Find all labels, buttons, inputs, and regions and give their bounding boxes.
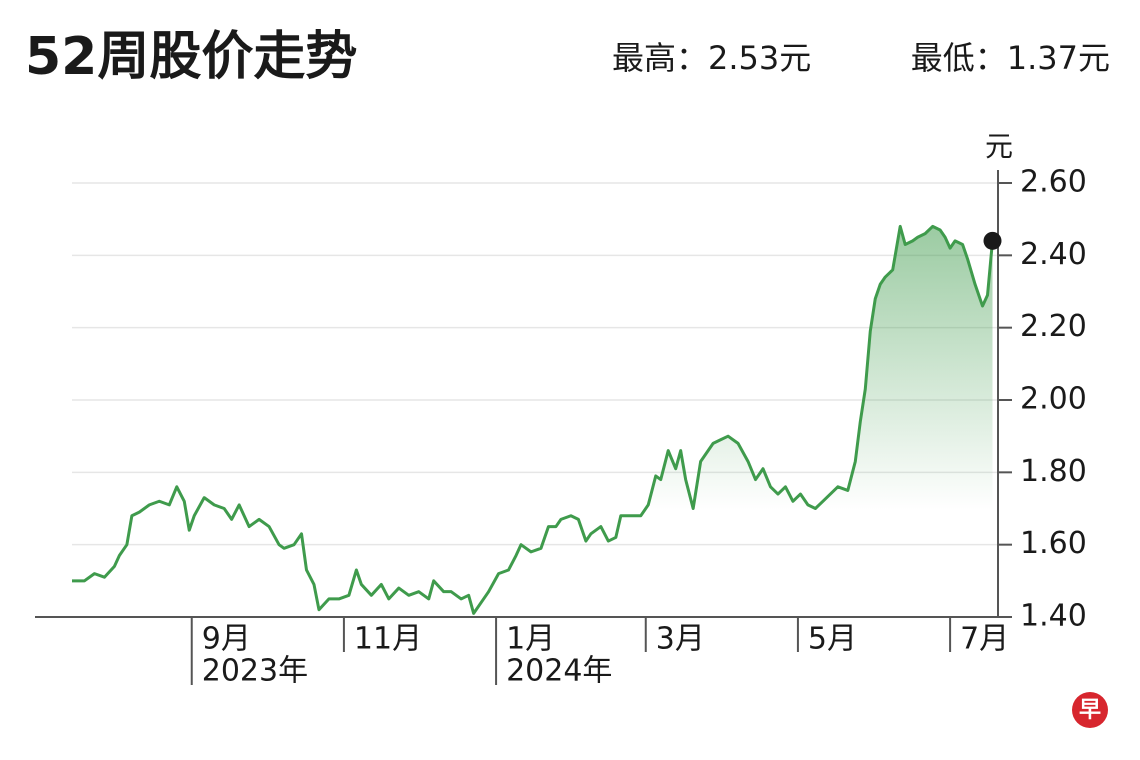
x-year-label: 2023年 [202,654,308,689]
y-tick-label: 2.20 [1020,309,1087,344]
x-tick-label: 7月 [960,622,1009,657]
y-unit: 元 [985,130,1013,163]
x-tick-label: 11月 [354,622,422,657]
logo: 早 [1079,698,1101,723]
low-price: 最低：1.37元 [911,39,1110,77]
x-year-label: 2024年 [506,654,612,689]
y-tick-label: 1.80 [1020,454,1087,489]
area [72,226,993,617]
high-price: 最高：2.53元 [612,39,811,77]
end-marker [983,231,1002,250]
x-tick-label: 1月 [506,622,555,657]
line [72,224,994,615]
x-tick-label: 9月 [202,622,251,657]
x-tick-label: 5月 [808,622,857,657]
y-tick-label: 2.00 [1020,382,1087,417]
title: 52周股价走势 [25,27,357,87]
y-tick-label: 2.40 [1020,237,1087,272]
y-tick-label: 1.40 [1020,599,1087,634]
y-tick-label: 2.60 [1020,165,1087,200]
logo-badge [1072,692,1108,728]
y-tick-label: 1.60 [1020,526,1087,561]
x-tick-label: 3月 [656,622,705,657]
